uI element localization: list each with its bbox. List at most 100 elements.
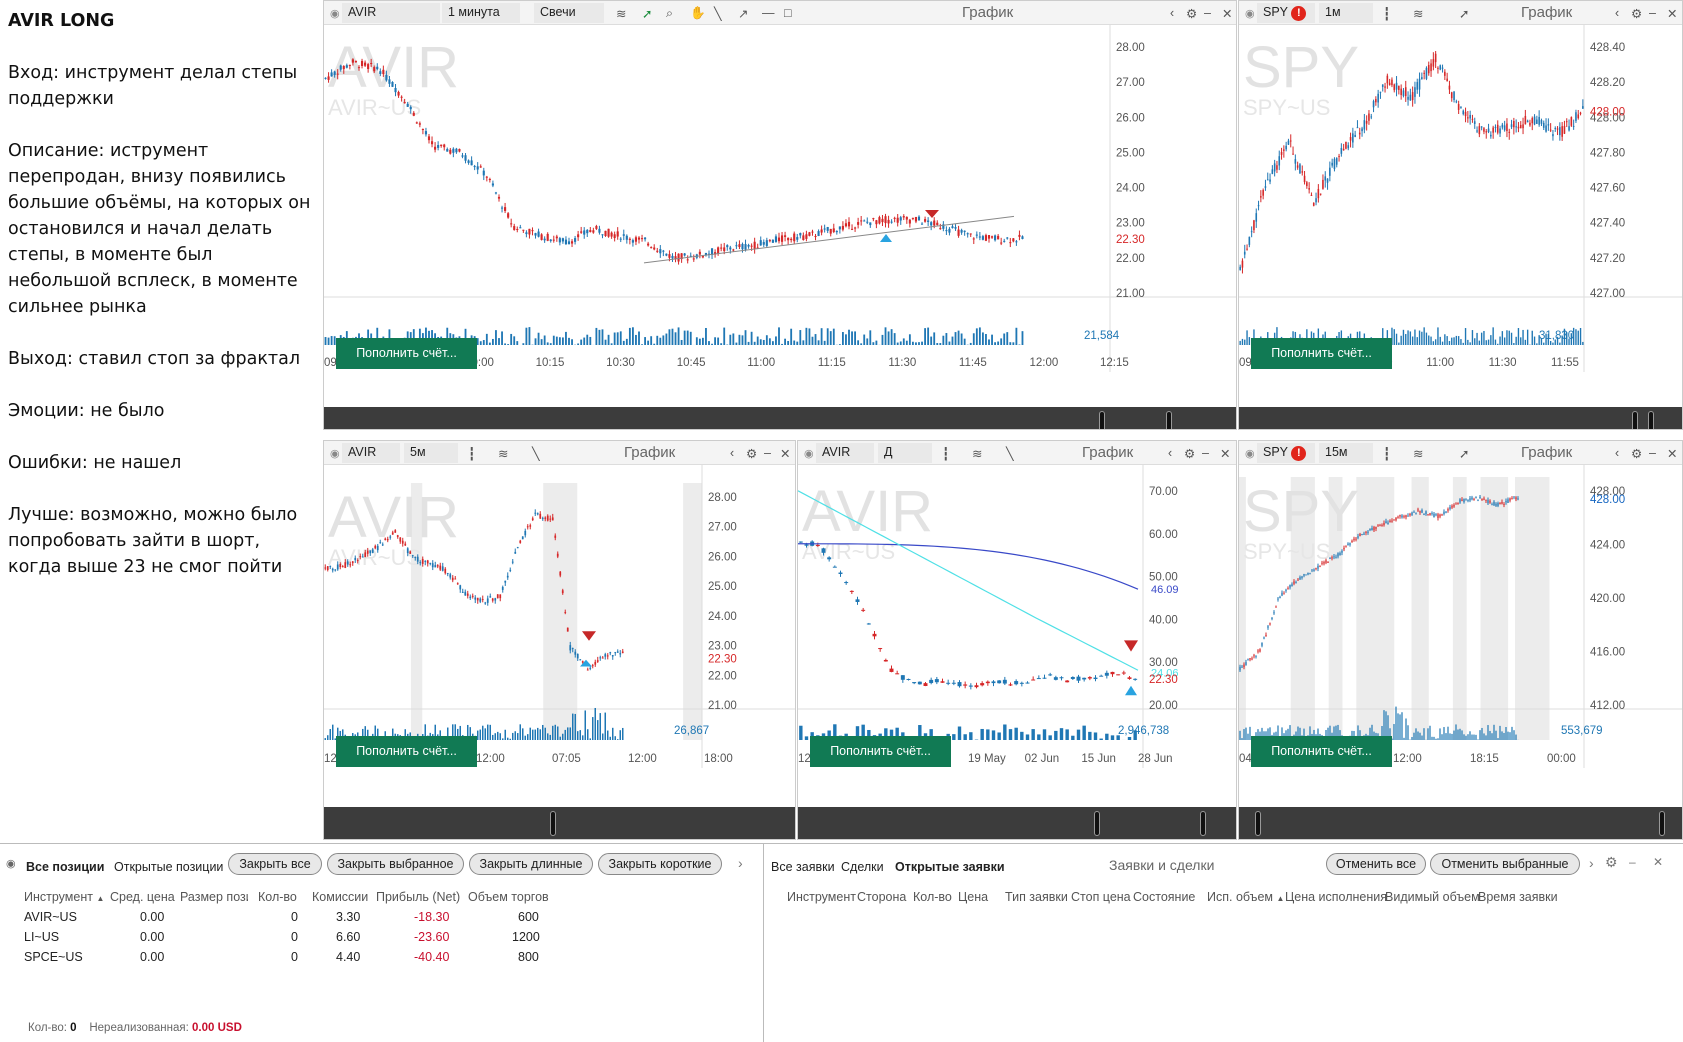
gear-icon[interactable]: ⚙ [1605, 854, 1618, 871]
tab-all-positions[interactable]: Все позиции [26, 860, 104, 874]
cursor-icon[interactable]: ➚ [1459, 446, 1469, 461]
navigator-scrollbar[interactable] [1239, 407, 1683, 430]
link-icon[interactable]: ◉ [1245, 447, 1255, 460]
gear-icon[interactable]: ⚙ [1186, 6, 1197, 21]
interval-select[interactable]: Д [878, 443, 932, 463]
navigator-handle-left[interactable] [550, 811, 556, 836]
column-stop-price[interactable]: Стоп цена [1071, 890, 1131, 904]
tab-open-orders[interactable]: Открытые заявки [895, 860, 1005, 874]
close-icon[interactable]: ✕ [1667, 6, 1677, 21]
navigator-handle-left[interactable] [1094, 811, 1100, 836]
column-side[interactable]: Сторона [857, 890, 906, 904]
tab-all-orders[interactable]: Все заявки [771, 860, 835, 874]
column-net-profit[interactable]: Прибыль (Net) [376, 890, 460, 904]
symbol-select[interactable]: AVIR [342, 3, 440, 23]
hline-tool-icon[interactable]: — [762, 6, 775, 20]
column-qty[interactable]: Кол-во [258, 890, 297, 904]
table-row[interactable]: SPCE~US 0.00 0 4.40 -40.40 800 [0, 946, 760, 966]
navigator-handle-right[interactable] [1659, 811, 1665, 836]
line-tool-icon[interactable]: ╲ [532, 446, 540, 461]
minimize-icon[interactable]: – [1649, 446, 1656, 460]
gear-icon[interactable]: ⚙ [1184, 446, 1195, 461]
candles-icon[interactable]: ┇ [468, 446, 476, 461]
fill-account-button[interactable]: Пополнить счёт... [810, 736, 951, 767]
hand-icon[interactable]: ✋ [690, 6, 706, 21]
link-icon[interactable]: ◉ [6, 857, 16, 870]
close-selected-button[interactable]: Закрыть выбранное [327, 853, 464, 875]
column-position-size[interactable]: Размер пози [180, 890, 248, 904]
scroll-right-icon[interactable]: › [1589, 855, 1594, 871]
link-icon[interactable]: ◉ [1245, 7, 1255, 20]
navigator-handle-left[interactable] [1099, 411, 1105, 430]
scroll-right-icon[interactable]: › [738, 855, 743, 871]
column-state[interactable]: Состояние [1133, 890, 1195, 904]
minimize-icon[interactable]: – [1649, 6, 1656, 20]
symbol-select[interactable]: SPY ! [1257, 3, 1315, 23]
column-exec-price[interactable]: Цена исполнения [1285, 890, 1387, 904]
column-visible-volume[interactable]: Видимый объем [1385, 890, 1480, 904]
cursor-icon[interactable]: ➚ [1459, 6, 1469, 21]
link-icon[interactable]: ◉ [804, 447, 814, 460]
link-icon[interactable]: ◉ [330, 7, 340, 20]
chart-canvas[interactable]: AVIRAVIR~US28.0027.0026.0025.0024.0023.0… [324, 25, 1237, 430]
close-icon[interactable]: ✕ [780, 446, 790, 461]
navigator-handle-right[interactable] [1648, 411, 1654, 430]
candles-icon[interactable]: ┇ [1383, 446, 1391, 461]
navigator-handle-left[interactable] [1632, 411, 1638, 430]
navigator-scrollbar[interactable] [324, 407, 1237, 430]
close-icon[interactable]: ✕ [1220, 446, 1230, 461]
gear-icon[interactable]: ⚙ [1631, 446, 1642, 461]
column-instrument[interactable]: Инструмент ▲ [24, 890, 104, 904]
navigator-handle-right[interactable] [1200, 811, 1206, 836]
line-tool-icon[interactable]: ╲ [1006, 446, 1014, 461]
minimize-icon[interactable]: – [1629, 855, 1636, 869]
minimize-icon[interactable]: – [764, 446, 771, 460]
navigator-handle-left[interactable] [1255, 811, 1261, 836]
collapse-icon[interactable]: ‹ [730, 446, 734, 460]
column-avg-price[interactable]: Сред. цена [110, 890, 175, 904]
column-volume[interactable]: Объем торгов [468, 890, 549, 904]
fill-account-button[interactable]: Пополнить счёт... [336, 736, 477, 767]
column-qty[interactable]: Кол-во [913, 890, 952, 904]
column-price[interactable]: Цена [958, 890, 988, 904]
navigator-scrollbar[interactable] [1239, 807, 1683, 840]
fill-account-button[interactable]: Пополнить счёт... [336, 338, 477, 369]
fill-account-button[interactable]: Пополнить счёт... [1251, 736, 1392, 767]
zoom-icon[interactable]: ⌕ [666, 6, 673, 21]
symbol-select[interactable]: AVIR [342, 443, 400, 463]
indicators-icon[interactable]: ≋ [1413, 6, 1423, 21]
column-filled-volume[interactable]: Исп. объем ▲ [1207, 890, 1284, 904]
line-tool-icon[interactable]: ╲ [714, 6, 722, 21]
symbol-select[interactable]: AVIR [816, 443, 874, 463]
collapse-icon[interactable]: ‹ [1170, 6, 1174, 20]
candles-icon[interactable]: ┇ [942, 446, 950, 461]
chart-canvas[interactable]: AVIRAVIR~US70.0060.0050.0040.0030.0020.0… [798, 465, 1237, 840]
minimize-icon[interactable]: – [1204, 6, 1211, 20]
interval-select[interactable]: 1 минута [442, 3, 520, 23]
indicators-icon[interactable]: ≋ [498, 446, 508, 461]
indicators-icon[interactable]: ≋ [972, 446, 982, 461]
tab-open-positions[interactable]: Открытые позиции [114, 860, 223, 874]
close-short-button[interactable]: Закрыть короткие [598, 853, 722, 875]
collapse-icon[interactable]: ‹ [1168, 446, 1172, 460]
navigator-scrollbar[interactable] [324, 807, 796, 840]
cursor-icon[interactable]: ➚ [642, 6, 652, 21]
fill-account-button[interactable]: Пополнить счёт... [1251, 338, 1392, 369]
chart-canvas[interactable]: SPYSPY~US428.00424.00420.00416.00412.004… [1239, 465, 1683, 840]
table-row[interactable]: AVIR~US 0.00 0 3.30 -18.30 600 [0, 906, 760, 926]
tab-trades[interactable]: Сделки [841, 860, 884, 874]
cancel-all-button[interactable]: Отменить все [1326, 853, 1426, 875]
rect-tool-icon[interactable]: □ [784, 6, 792, 20]
close-icon[interactable]: ✕ [1222, 6, 1232, 21]
interval-select[interactable]: 1м [1319, 3, 1373, 23]
column-instrument[interactable]: Инструмент [787, 890, 856, 904]
style-select[interactable]: Свечи [534, 3, 604, 23]
column-order-type[interactable]: Тип заявки [1005, 890, 1068, 904]
link-icon[interactable]: ◉ [330, 447, 340, 460]
minimize-icon[interactable]: – [1202, 446, 1209, 460]
table-row[interactable]: LI~US 0.00 0 6.60 -23.60 1200 [0, 926, 760, 946]
gear-icon[interactable]: ⚙ [1631, 6, 1642, 21]
symbol-select[interactable]: SPY ! [1257, 443, 1315, 463]
indicators-icon[interactable]: ≋ [616, 6, 626, 21]
column-order-time[interactable]: Время заявки [1478, 890, 1558, 904]
